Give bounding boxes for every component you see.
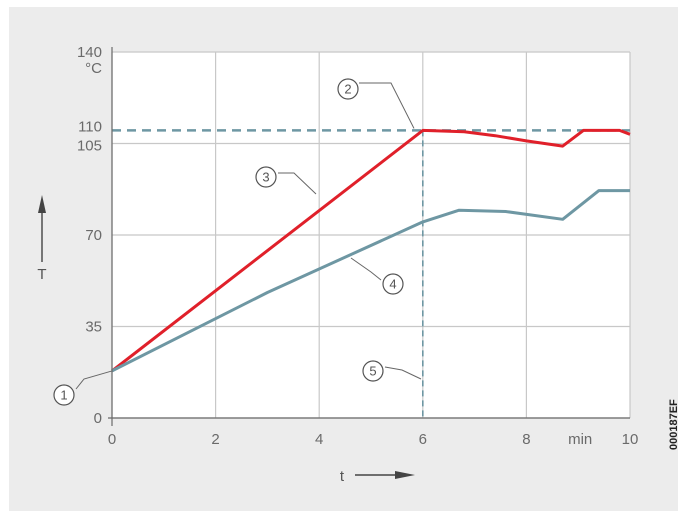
callout-circle-4 <box>382 273 404 295</box>
x-axis-unit: min <box>568 431 592 448</box>
y-axis-arrow-head <box>38 195 46 213</box>
y-tick-label: 110 <box>78 118 102 135</box>
y-axis-title: T <box>37 266 46 283</box>
x-tick-label: 8 <box>522 431 530 448</box>
callout-label-2: 2 <box>344 82 351 97</box>
y-tick-label: 70 <box>85 227 102 244</box>
series-line-4 <box>111 189 630 373</box>
axes <box>108 47 630 426</box>
callout-leader-5 <box>384 366 422 380</box>
y-axis-unit: °C <box>85 60 102 77</box>
callout-label-3: 3 <box>262 170 269 185</box>
callout-leader-2 <box>359 82 415 129</box>
callout-circle-2 <box>337 78 359 100</box>
x-tick-label: 2 <box>211 431 219 448</box>
x-tick-label: 10 <box>622 431 639 448</box>
callouts: 1 2 3 4 5 <box>53 78 422 406</box>
callout-leader-3 <box>278 172 317 195</box>
callout-circle-3 <box>255 166 277 188</box>
callout-label-5: 5 <box>369 364 376 379</box>
series-group <box>111 128 631 373</box>
callout-label-4: 4 <box>389 277 396 292</box>
y-tick-label: 35 <box>85 319 102 336</box>
series-line-3 <box>111 128 631 373</box>
callout-circle-1 <box>53 384 75 406</box>
chart: 0 35 70 105 110 140°C 0 2 4 6 8 10 min 1 2 3 4 5 Tt <box>37 44 638 485</box>
figure-code: 000187EF <box>668 399 687 450</box>
callout-leader-1 <box>75 370 113 390</box>
y-tick-label: 140 <box>77 44 102 61</box>
y-tick-label: 105 <box>77 138 102 155</box>
callout-leader-4 <box>350 257 382 281</box>
axis-titles: Tt <box>37 195 415 485</box>
callout-circle-5 <box>362 360 384 382</box>
callout-label-1: 1 <box>60 388 67 403</box>
x-tick-label: 6 <box>419 431 427 448</box>
x-axis-arrow-head <box>395 471 415 479</box>
x-tick-label: 4 <box>315 431 323 448</box>
x-axis-title: t <box>340 468 345 485</box>
grid <box>111 51 631 419</box>
y-tick-label: 0 <box>94 410 102 427</box>
x-tick-label: 0 <box>108 431 116 448</box>
reference-lines <box>112 129 630 418</box>
